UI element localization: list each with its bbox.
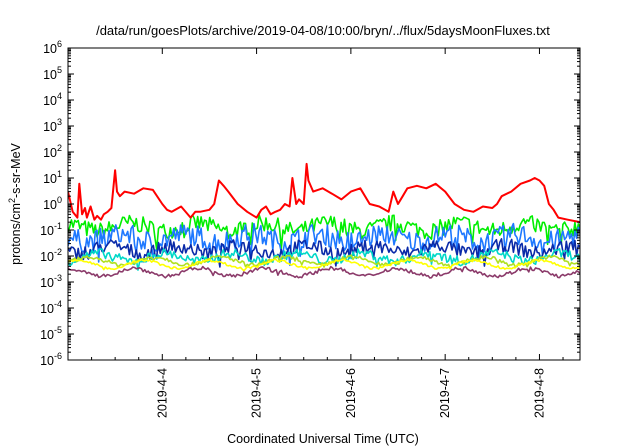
y-tick-label: 10-5 — [40, 325, 62, 342]
x-tick-label: 2019-4-4 — [155, 368, 169, 418]
x-tick-label: 2019-4-6 — [344, 368, 358, 418]
y-tick-label: 102 — [43, 143, 62, 160]
series-line — [68, 238, 580, 268]
y-tick-label: 100 — [43, 195, 62, 212]
y-tick-label: 10-2 — [40, 247, 62, 264]
x-tick-label: 2019-4-8 — [532, 368, 546, 418]
chart-title: /data/run/goesPlots/archive/2019-04-08/1… — [96, 23, 550, 38]
y-tick-label: 10-6 — [40, 351, 62, 368]
y-axis: 10-6 10-5 10-4 10-3 10-2 10-1 100 101 102 103 104 1… — [40, 39, 580, 368]
plot-frame — [67, 47, 581, 361]
series-line — [68, 265, 580, 279]
x-axis-label: Coordinated Universal Time (UTC) — [227, 432, 419, 446]
y-axis-label: protons/cm2-s-sr-MeV — [7, 142, 23, 264]
y-tick-label: 10-3 — [40, 273, 62, 290]
y-tick-label: 104 — [43, 91, 62, 108]
y-tick-label: 105 — [43, 65, 62, 82]
y-tick-label: 10-4 — [40, 299, 62, 316]
series-line — [68, 247, 580, 271]
plot-area — [67, 47, 581, 361]
series-line — [68, 214, 580, 251]
x-axis: 2019-4-4 2019-4-5 2019-4-6 2019-4-7 2019-4-8 — [91, 48, 564, 418]
x-tick-label: 2019-4-5 — [250, 368, 264, 418]
y-tick-label: 10-1 — [40, 221, 62, 238]
y-tick-label: 106 — [43, 39, 62, 56]
x-tick-label: 2019-4-7 — [438, 368, 452, 418]
y-tick-label: 103 — [43, 117, 62, 134]
series-line — [68, 222, 580, 267]
series-line — [68, 162, 580, 224]
y-tick-label: 101 — [43, 169, 62, 186]
series-line — [68, 258, 580, 272]
